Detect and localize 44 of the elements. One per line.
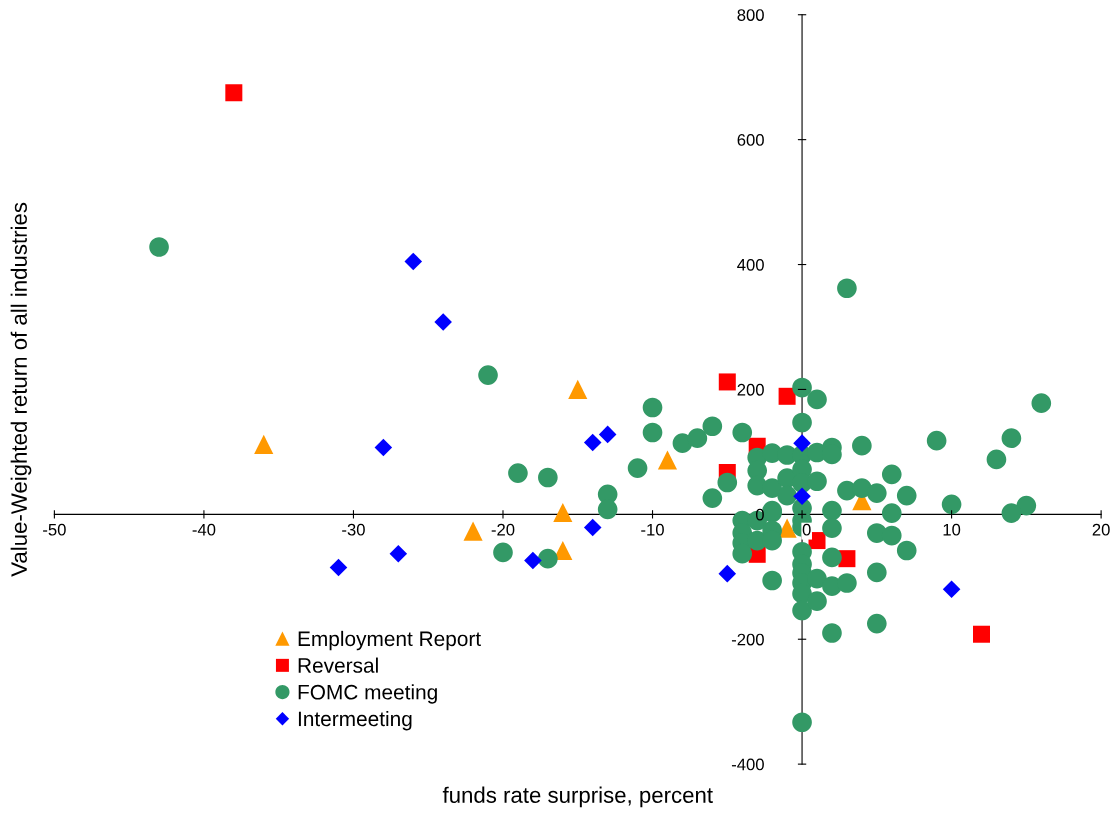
point [583, 433, 602, 452]
point [329, 558, 348, 577]
legend-label: FOMC meeting [298, 684, 437, 704]
x-axis-title: funds rate surprise, percent [442, 786, 713, 808]
point [793, 434, 811, 452]
point [463, 521, 483, 541]
y-tick-label: -400 [731, 758, 764, 771]
point [778, 387, 796, 405]
point [793, 487, 811, 506]
point [942, 580, 961, 599]
legend-label: Intermeeting [298, 710, 412, 731]
legend-label: Employment Report [298, 630, 481, 651]
x-tick-label: -20 [491, 523, 515, 536]
point [553, 502, 573, 523]
point [389, 544, 408, 563]
point [972, 625, 990, 643]
x-tick-label: -40 [192, 523, 216, 536]
point [718, 373, 736, 391]
x-tick-label: -30 [342, 523, 365, 536]
point [583, 518, 602, 537]
point [434, 313, 452, 331]
x-tick-label: 20 [1092, 523, 1110, 536]
x-tick-label: 10 [943, 523, 961, 536]
y-tick-label: 600 [737, 134, 764, 146]
legend-label: Reversal [298, 657, 378, 673]
point [777, 518, 797, 538]
y-tick-label: -200 [731, 633, 764, 646]
x-tick-label: -10 [641, 523, 664, 536]
point [225, 84, 243, 102]
point [374, 438, 393, 457]
x-tick-label: -50 [43, 523, 66, 536]
point [404, 252, 423, 271]
point [254, 434, 274, 454]
y-tick-label: 200 [737, 383, 764, 396]
point [598, 425, 617, 444]
point [568, 379, 588, 400]
y-tick-label: 800 [737, 9, 764, 21]
point [657, 450, 678, 470]
point [524, 551, 542, 570]
point [718, 564, 737, 583]
x-tick-label: 0 [802, 523, 811, 536]
y-tick-label: 0 [755, 508, 764, 521]
y-tick-label: 400 [737, 258, 764, 271]
y-axis-title: Value-Weighted return of all industries [10, 202, 32, 577]
